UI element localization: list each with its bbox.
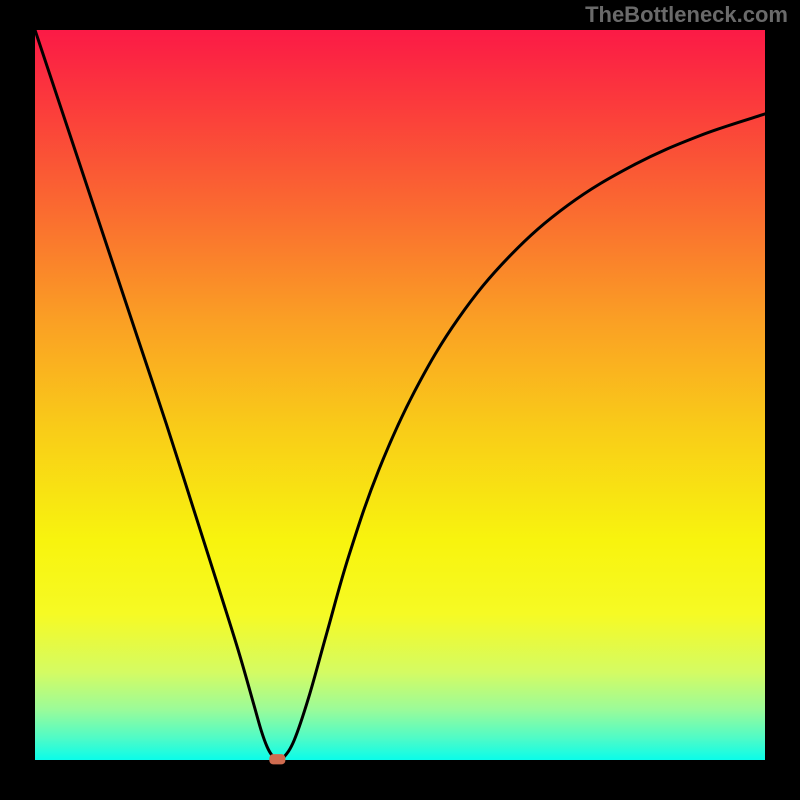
plot-gradient [35, 30, 765, 760]
chart-container: TheBottleneck.com [0, 0, 800, 800]
min-marker [269, 754, 285, 764]
bottleneck-chart [0, 0, 800, 800]
watermark-text: TheBottleneck.com [585, 2, 788, 28]
